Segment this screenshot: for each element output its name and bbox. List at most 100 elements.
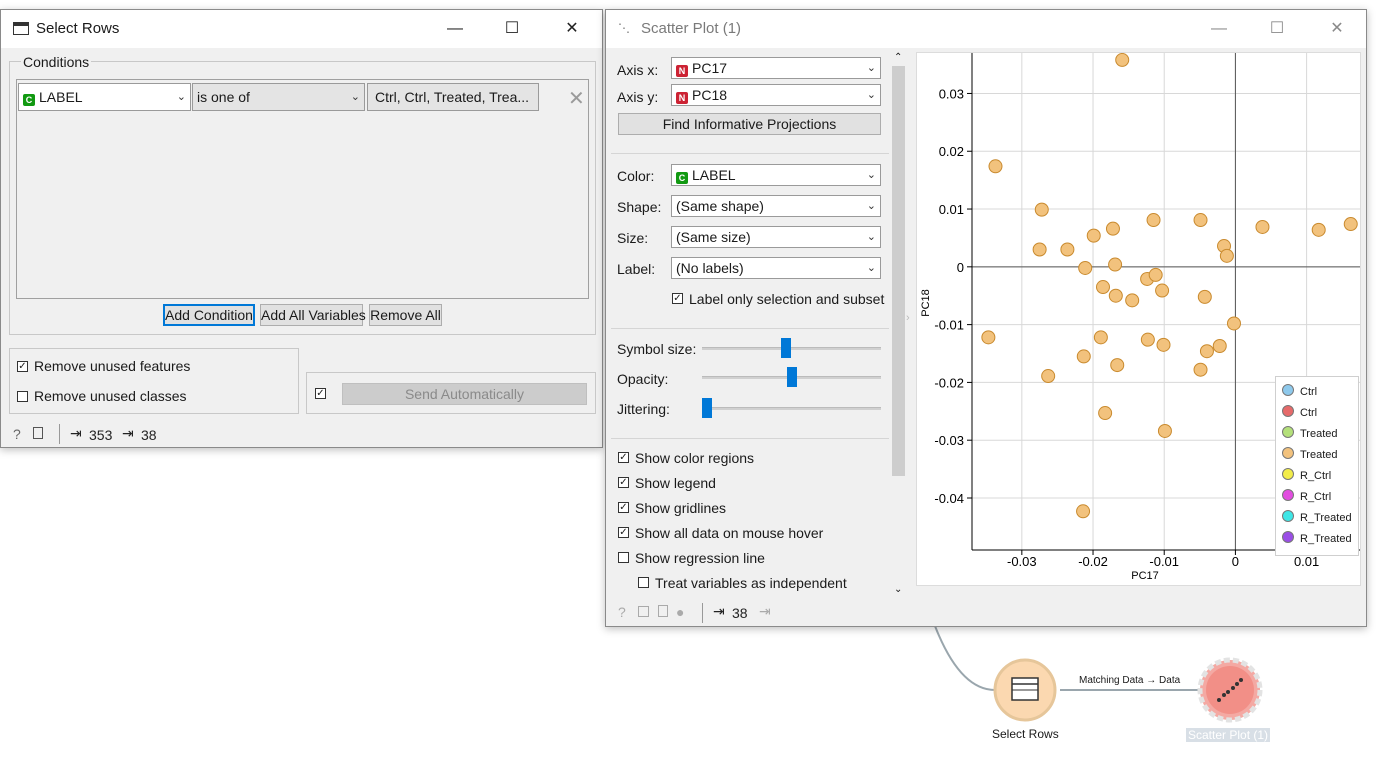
maximize-button[interactable]: ☐ (1269, 20, 1285, 37)
data-point[interactable] (1311, 222, 1326, 237)
remove-unused-classes-label: Remove unused classes (34, 388, 187, 404)
data-point[interactable] (1219, 248, 1234, 263)
show-legend-checkbox[interactable]: ✓ (618, 477, 629, 488)
input-icon: ⇥ (70, 425, 82, 441)
data-point[interactable] (988, 159, 1003, 174)
controls-scrollbar[interactable]: ⌃ ⌄ (891, 52, 907, 600)
y-axis-label: PC18 (920, 289, 932, 317)
collapse-panel-icon[interactable]: › (906, 312, 910, 324)
data-point[interactable] (1034, 202, 1049, 217)
data-point[interactable] (1110, 358, 1125, 373)
send-automatically-button[interactable]: Send Automatically (342, 383, 587, 405)
legend-swatch (1282, 489, 1294, 501)
scatter-plot-node[interactable] (1197, 657, 1263, 723)
slider-handle[interactable] (781, 338, 792, 358)
auto-send-checkbox[interactable]: ✓ (315, 388, 326, 399)
select-rows-node[interactable] (993, 658, 1057, 722)
separator (611, 438, 889, 439)
workflow-link-upstream (934, 625, 996, 691)
remove-all-button[interactable]: Remove All (369, 304, 442, 326)
data-point[interactable] (1108, 257, 1123, 272)
data-point[interactable] (1226, 316, 1241, 331)
label-only-selection-checkbox[interactable]: ✓ (672, 293, 683, 304)
find-informative-projections-button[interactable]: Find Informative Projections (618, 113, 881, 135)
scrollbar-thumb[interactable] (892, 66, 905, 476)
minimize-button[interactable]: — (447, 20, 463, 37)
data-point[interactable] (1146, 213, 1161, 228)
opacity-slider[interactable] (702, 367, 881, 389)
color-select[interactable]: C LABEL ⌄ (671, 164, 881, 186)
report-icon[interactable] (33, 427, 43, 439)
remove-condition-icon[interactable]: ✕ (568, 88, 585, 110)
scatter-chart[interactable]: -0.03 -0.02 -0.01 0 0.01 0.03 0.02 0.01 0 -0.01 -0… (917, 53, 1360, 585)
remove-unused-features-checkbox[interactable]: ✓ (17, 361, 28, 372)
minimize-button[interactable]: — (1211, 20, 1227, 37)
slider-handle[interactable] (702, 398, 712, 418)
remove-unused-classes-checkbox[interactable] (17, 391, 28, 402)
data-point[interactable] (1197, 289, 1212, 304)
report-icon[interactable] (658, 605, 668, 617)
data-point[interactable] (1157, 423, 1172, 438)
data-point[interactable] (1095, 280, 1110, 295)
legend-swatch (1282, 531, 1294, 543)
data-point[interactable] (1343, 217, 1358, 232)
data-point[interactable] (1156, 337, 1171, 352)
data-point[interactable] (1041, 369, 1056, 384)
condition-operator-select[interactable]: is one of ⌄ (192, 83, 365, 111)
label-select[interactable]: (No labels) ⌄ (671, 257, 881, 279)
plot-area[interactable]: -0.03 -0.02 -0.01 0 0.01 0.03 0.02 0.01 0 -0.01 -0… (916, 52, 1361, 586)
data-point[interactable] (1076, 349, 1091, 364)
legend-item: Treated (1282, 426, 1338, 440)
conditions-list (16, 79, 589, 299)
condition-values-select[interactable]: Ctrl, Ctrl, Treated, Trea... (367, 83, 539, 111)
data-point[interactable] (1193, 213, 1208, 228)
data-point[interactable] (1155, 283, 1170, 298)
axis-x-select[interactable]: N PC17 ⌄ (671, 57, 881, 79)
data-point[interactable] (1255, 219, 1270, 234)
data-point[interactable] (1199, 344, 1214, 359)
data-point[interactable] (1105, 221, 1120, 236)
condition-variable-select[interactable]: C LABEL ⌄ (18, 83, 191, 111)
show-all-data-hover-checkbox[interactable]: ✓ (618, 527, 629, 538)
size-select[interactable]: (Same size) ⌄ (671, 226, 881, 248)
scatter-plot-titlebar[interactable]: ⋱ Scatter Plot (1) — ☐ ✕ (606, 10, 1366, 48)
data-point[interactable] (1060, 242, 1075, 257)
add-all-variables-button[interactable]: Add All Variables (260, 304, 366, 326)
maximize-button[interactable]: ☐ (504, 20, 520, 37)
axis-y-select[interactable]: N PC18 ⌄ (671, 84, 881, 106)
data-point[interactable] (981, 330, 996, 345)
data-point[interactable] (1212, 338, 1227, 353)
slider-handle[interactable] (786, 367, 797, 387)
select-rows-titlebar[interactable]: Select Rows — ☐ ✕ (1, 10, 602, 48)
data-point[interactable] (1076, 504, 1091, 519)
symbol-size-slider[interactable] (702, 338, 881, 360)
data-point[interactable] (1093, 330, 1108, 345)
add-condition-button[interactable]: Add Condition (163, 304, 255, 326)
data-point[interactable] (1140, 332, 1155, 347)
show-regression-line-checkbox[interactable] (618, 552, 629, 563)
data-point[interactable] (1115, 53, 1130, 67)
data-point[interactable] (1098, 406, 1113, 421)
shape-select[interactable]: (Same shape) ⌄ (671, 195, 881, 217)
legend-item: Treated (1282, 447, 1338, 461)
show-color-regions-checkbox[interactable]: ✓ (618, 452, 629, 463)
data-point[interactable] (1086, 228, 1101, 243)
jittering-slider[interactable] (702, 398, 881, 420)
scroll-down-icon[interactable]: ⌄ (894, 584, 903, 595)
show-gridlines-checkbox[interactable]: ✓ (618, 502, 629, 513)
data-point[interactable] (1108, 288, 1123, 303)
close-button[interactable]: ✕ (1330, 20, 1344, 37)
help-icon[interactable]: ? (13, 426, 21, 442)
save-icon[interactable] (638, 606, 649, 617)
help-icon[interactable]: ? (618, 604, 626, 620)
data-point[interactable] (1078, 260, 1093, 275)
categorical-icon: C (23, 94, 35, 106)
data-point[interactable] (1193, 362, 1208, 377)
treat-independent-checkbox[interactable] (638, 577, 649, 588)
data-point[interactable] (1148, 267, 1163, 282)
data-point[interactable] (1032, 242, 1047, 257)
data-point[interactable] (1125, 293, 1140, 308)
palette-icon[interactable]: ● (676, 604, 685, 620)
close-button[interactable]: ✕ (565, 20, 579, 37)
scroll-up-icon[interactable]: ⌃ (894, 52, 903, 63)
